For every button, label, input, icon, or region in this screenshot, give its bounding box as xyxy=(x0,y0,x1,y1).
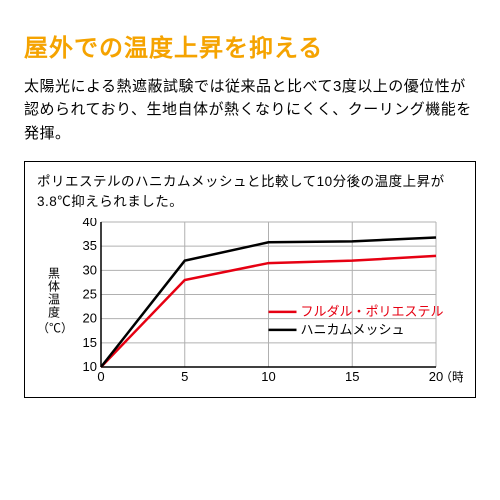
svg-text:10: 10 xyxy=(261,369,275,384)
svg-text:15: 15 xyxy=(345,369,359,384)
y-axis-unit: （℃） xyxy=(37,319,73,336)
svg-text:35: 35 xyxy=(83,238,97,253)
chart-area: 黒体温度 （℃） 1015202530354005101520（時間min）フル… xyxy=(37,218,463,385)
y-axis-label-wrap: 黒体温度 （℃） xyxy=(37,218,73,385)
chart-caption: ポリエステルのハニカムメッシュと比較して10分後の温度上昇が3.8℃抑えられまし… xyxy=(37,172,463,213)
svg-text:10: 10 xyxy=(83,359,97,374)
svg-text:15: 15 xyxy=(83,335,97,350)
svg-text:フルダル・ポリエステル: フルダル・ポリエステル xyxy=(301,304,444,319)
y-axis-label: 黒体温度 xyxy=(37,267,73,319)
line-chart: 1015202530354005101520（時間min）フルダル・ポリエステル… xyxy=(73,218,463,385)
svg-text:（時間min）: （時間min） xyxy=(440,370,463,384)
svg-text:30: 30 xyxy=(83,263,97,278)
svg-text:0: 0 xyxy=(97,369,104,384)
svg-text:ハニカムメッシュ: ハニカムメッシュ xyxy=(301,322,405,337)
svg-text:25: 25 xyxy=(83,287,97,302)
svg-text:20: 20 xyxy=(83,311,97,326)
description: 太陽光による熱遮蔽試験では従来品と比べて3度以上の優位性が認められており、生地自… xyxy=(24,75,476,145)
headline: 屋外での温度上昇を抑える xyxy=(24,28,476,63)
chart-container: ポリエステルのハニカムメッシュと比較して10分後の温度上昇が3.8℃抑えられまし… xyxy=(24,161,476,399)
svg-text:40: 40 xyxy=(83,218,97,229)
svg-text:5: 5 xyxy=(181,369,188,384)
